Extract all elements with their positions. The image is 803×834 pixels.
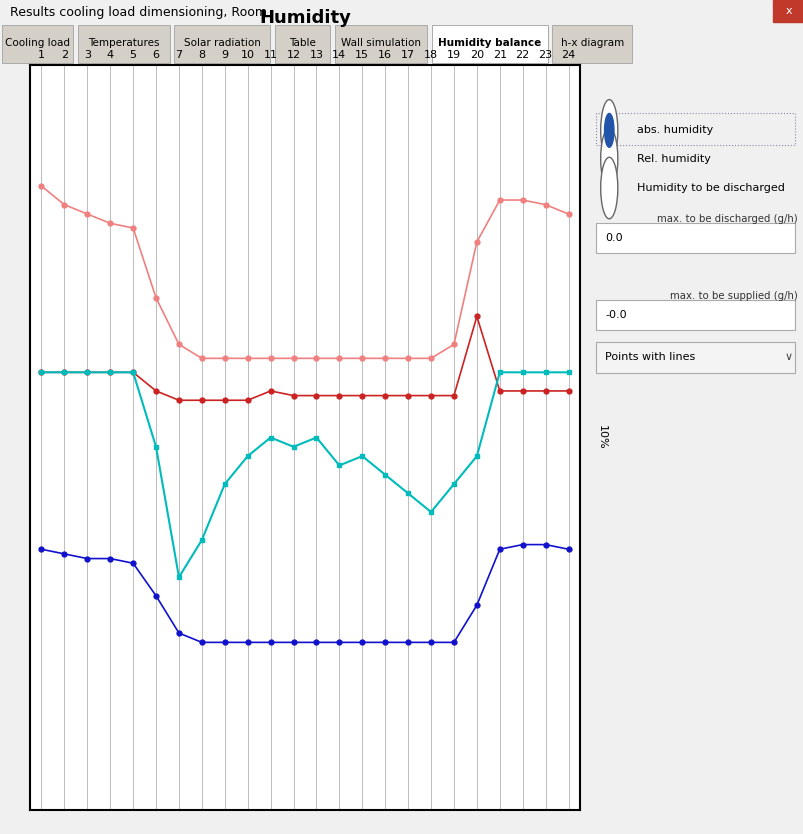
FancyBboxPatch shape (431, 26, 547, 63)
Text: max. to be supplied (g/h): max. to be supplied (g/h) (669, 291, 797, 301)
FancyBboxPatch shape (275, 26, 330, 63)
Text: Rel. humidity: Rel. humidity (636, 153, 710, 163)
FancyBboxPatch shape (596, 223, 794, 254)
Text: Humidity balance: Humidity balance (438, 38, 540, 48)
FancyBboxPatch shape (335, 26, 426, 63)
Text: Humidity to be discharged: Humidity to be discharged (636, 183, 784, 193)
FancyBboxPatch shape (2, 26, 73, 63)
Text: Wall simulation: Wall simulation (340, 38, 421, 48)
Text: abs. humidity: abs. humidity (636, 125, 712, 135)
Text: Temperatures: Temperatures (88, 38, 159, 48)
FancyBboxPatch shape (78, 26, 169, 63)
Text: 10%: 10% (597, 425, 606, 450)
Text: Points with lines: Points with lines (604, 352, 695, 362)
Text: x: x (785, 6, 791, 16)
Text: Results cooling load dimensioning, Room: Results cooling load dimensioning, Room (10, 6, 267, 18)
Bar (772, 0, 803, 22)
Circle shape (600, 99, 617, 161)
Title: Humidity: Humidity (259, 9, 350, 28)
Text: 0.0: 0.0 (604, 233, 622, 243)
Text: max. to be discharged (g/h): max. to be discharged (g/h) (656, 214, 797, 224)
Text: h-x diagram: h-x diagram (560, 38, 623, 48)
Circle shape (604, 113, 613, 148)
Circle shape (600, 128, 617, 189)
FancyBboxPatch shape (552, 26, 631, 63)
FancyBboxPatch shape (174, 26, 270, 63)
Circle shape (600, 158, 617, 219)
Text: Table: Table (289, 38, 316, 48)
Text: ∨: ∨ (784, 352, 792, 362)
Text: -0.0: -0.0 (604, 310, 626, 320)
Text: Solar radiation: Solar radiation (184, 38, 260, 48)
FancyBboxPatch shape (596, 299, 794, 330)
FancyBboxPatch shape (596, 342, 794, 373)
Text: Cooling load: Cooling load (5, 38, 70, 48)
